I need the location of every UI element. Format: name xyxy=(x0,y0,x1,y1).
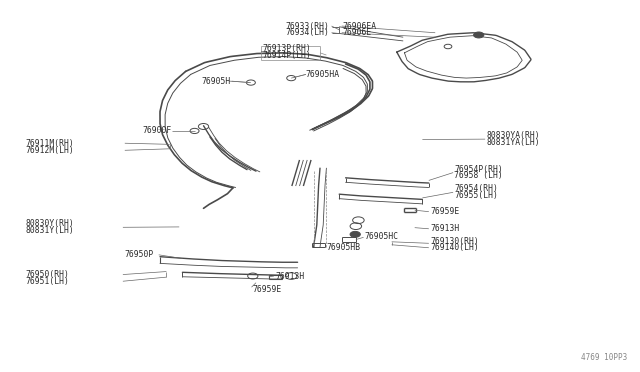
Text: 76951(LH): 76951(LH) xyxy=(26,277,70,286)
Text: 76954(RH): 76954(RH) xyxy=(454,185,499,193)
Text: 76959E: 76959E xyxy=(253,285,282,294)
Text: 76905H: 76905H xyxy=(201,77,230,86)
Text: 769130(RH): 769130(RH) xyxy=(430,237,479,246)
Text: 76905HA: 76905HA xyxy=(306,70,340,79)
Text: 76906EA: 76906EA xyxy=(342,22,376,31)
Text: 4769 10PP3: 4769 10PP3 xyxy=(581,353,627,362)
Text: 76913H: 76913H xyxy=(430,224,460,233)
Text: 76900F: 76900F xyxy=(142,126,172,135)
Text: 80830Y(RH): 80830Y(RH) xyxy=(26,219,74,228)
Circle shape xyxy=(474,32,484,38)
Text: 76934(LH): 76934(LH) xyxy=(285,28,330,37)
Text: 76955(LH): 76955(LH) xyxy=(454,191,499,200)
Text: 76959E: 76959E xyxy=(430,207,460,216)
Text: 76954P(RH): 76954P(RH) xyxy=(454,165,503,174)
Text: 769140(LH): 769140(LH) xyxy=(430,243,479,252)
Text: 76913P(RH): 76913P(RH) xyxy=(262,44,311,53)
Text: 76905HB: 76905HB xyxy=(326,243,360,251)
Text: 76912M(LH): 76912M(LH) xyxy=(26,146,74,155)
Circle shape xyxy=(350,231,360,237)
Text: 76933(RH): 76933(RH) xyxy=(285,22,330,31)
Text: 76906E: 76906E xyxy=(342,28,372,37)
Text: 80831YA(LH): 80831YA(LH) xyxy=(486,138,540,147)
Text: 76958 (LH): 76958 (LH) xyxy=(454,171,503,180)
Text: 76950(RH): 76950(RH) xyxy=(26,270,70,279)
Text: 76914P(LH): 76914P(LH) xyxy=(262,51,311,60)
Text: 76905HC: 76905HC xyxy=(365,232,399,241)
Text: 76911M(RH): 76911M(RH) xyxy=(26,139,74,148)
Text: 76913H: 76913H xyxy=(275,272,305,280)
Text: 80831Y(LH): 80831Y(LH) xyxy=(26,226,74,235)
Text: 76950P: 76950P xyxy=(125,250,154,259)
Text: 80830YA(RH): 80830YA(RH) xyxy=(486,131,540,140)
